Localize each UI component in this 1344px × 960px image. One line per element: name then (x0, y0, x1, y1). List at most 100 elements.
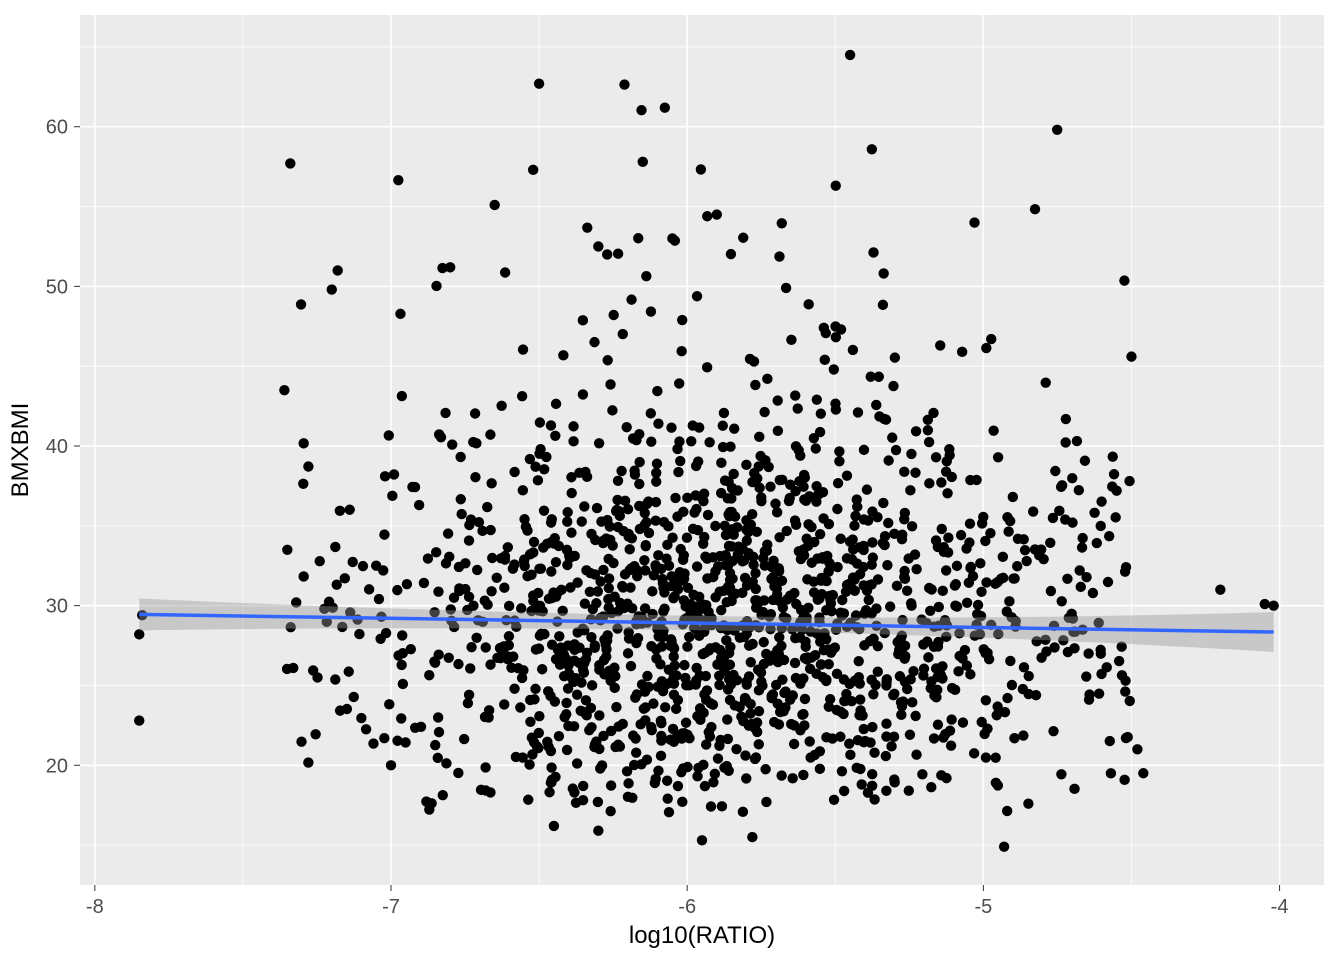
data-point (1061, 414, 1071, 424)
data-point (634, 479, 644, 489)
data-point (867, 769, 877, 779)
data-point (602, 635, 612, 645)
data-point (1007, 680, 1017, 690)
data-point (782, 526, 792, 536)
data-point (936, 477, 946, 487)
data-point (705, 731, 715, 741)
data-point (883, 518, 893, 528)
data-point (981, 752, 991, 762)
data-point (834, 456, 844, 466)
data-point (640, 686, 650, 696)
data-point (867, 506, 877, 516)
data-point (471, 633, 481, 643)
data-point (651, 774, 661, 784)
data-point (1103, 577, 1113, 587)
data-point (605, 379, 615, 389)
data-point (1114, 656, 1124, 666)
data-point (534, 564, 544, 574)
data-point (760, 546, 770, 556)
data-point (910, 468, 920, 478)
data-point (750, 723, 760, 733)
data-point (1081, 671, 1091, 681)
data-point (499, 583, 509, 593)
data-point (1123, 732, 1133, 742)
data-point (379, 529, 389, 539)
data-point (1018, 684, 1028, 694)
data-point (609, 591, 619, 601)
data-point (433, 753, 443, 763)
data-point (692, 771, 702, 781)
data-point (567, 488, 577, 498)
data-point (789, 739, 799, 749)
data-point (517, 391, 527, 401)
data-point (658, 583, 668, 593)
data-point (631, 638, 641, 648)
data-point (957, 347, 967, 357)
data-point (606, 780, 616, 790)
data-point (623, 648, 633, 658)
data-point (855, 694, 865, 704)
data-point (1003, 526, 1013, 536)
data-point (455, 452, 465, 462)
data-point (907, 521, 917, 531)
data-point (839, 786, 849, 796)
data-point (754, 483, 764, 493)
data-point (947, 683, 957, 693)
data-point (803, 299, 813, 309)
data-point (615, 741, 625, 751)
data-point (818, 672, 828, 682)
data-point (752, 527, 762, 537)
data-point (1096, 521, 1106, 531)
data-point (691, 461, 701, 471)
data-point (594, 710, 604, 720)
data-point (635, 719, 645, 729)
data-point (896, 710, 906, 720)
data-point (676, 346, 686, 356)
data-point (426, 798, 436, 808)
data-point (702, 573, 712, 583)
data-point (862, 484, 872, 494)
data-point (539, 505, 549, 515)
data-point (673, 781, 683, 791)
data-point (677, 797, 687, 807)
data-point (431, 281, 441, 291)
data-point (937, 673, 947, 683)
data-point (1084, 689, 1094, 699)
data-point (867, 722, 877, 732)
data-point (437, 263, 447, 273)
data-point (652, 459, 662, 469)
data-point (672, 444, 682, 454)
data-point (926, 782, 936, 792)
data-point (669, 651, 679, 661)
data-point (1215, 584, 1225, 594)
data-point (842, 470, 852, 480)
data-point (640, 508, 650, 518)
data-point (868, 689, 878, 699)
data-point (1120, 675, 1130, 685)
data-point (433, 586, 443, 596)
data-point (906, 449, 916, 459)
data-point (349, 692, 359, 702)
data-point (952, 561, 962, 571)
data-point (719, 408, 729, 418)
data-point (745, 354, 755, 364)
data-point (761, 649, 771, 659)
data-point (898, 696, 908, 706)
data-point (768, 556, 778, 566)
data-point (1057, 596, 1067, 606)
data-point (951, 579, 961, 589)
data-point (706, 801, 716, 811)
data-point (1119, 775, 1129, 785)
scatter-chart: -8-7-6-5-42030405060log10(RATIO)BMXBMI (0, 0, 1344, 960)
data-point (1102, 662, 1112, 672)
data-point (625, 582, 635, 592)
data-point (630, 469, 640, 479)
data-point (562, 745, 572, 755)
data-point (733, 550, 743, 560)
data-point (589, 337, 599, 347)
data-point (859, 514, 869, 524)
data-point (1050, 466, 1060, 476)
data-point (642, 671, 652, 681)
data-point (907, 697, 917, 707)
data-point (724, 648, 734, 658)
